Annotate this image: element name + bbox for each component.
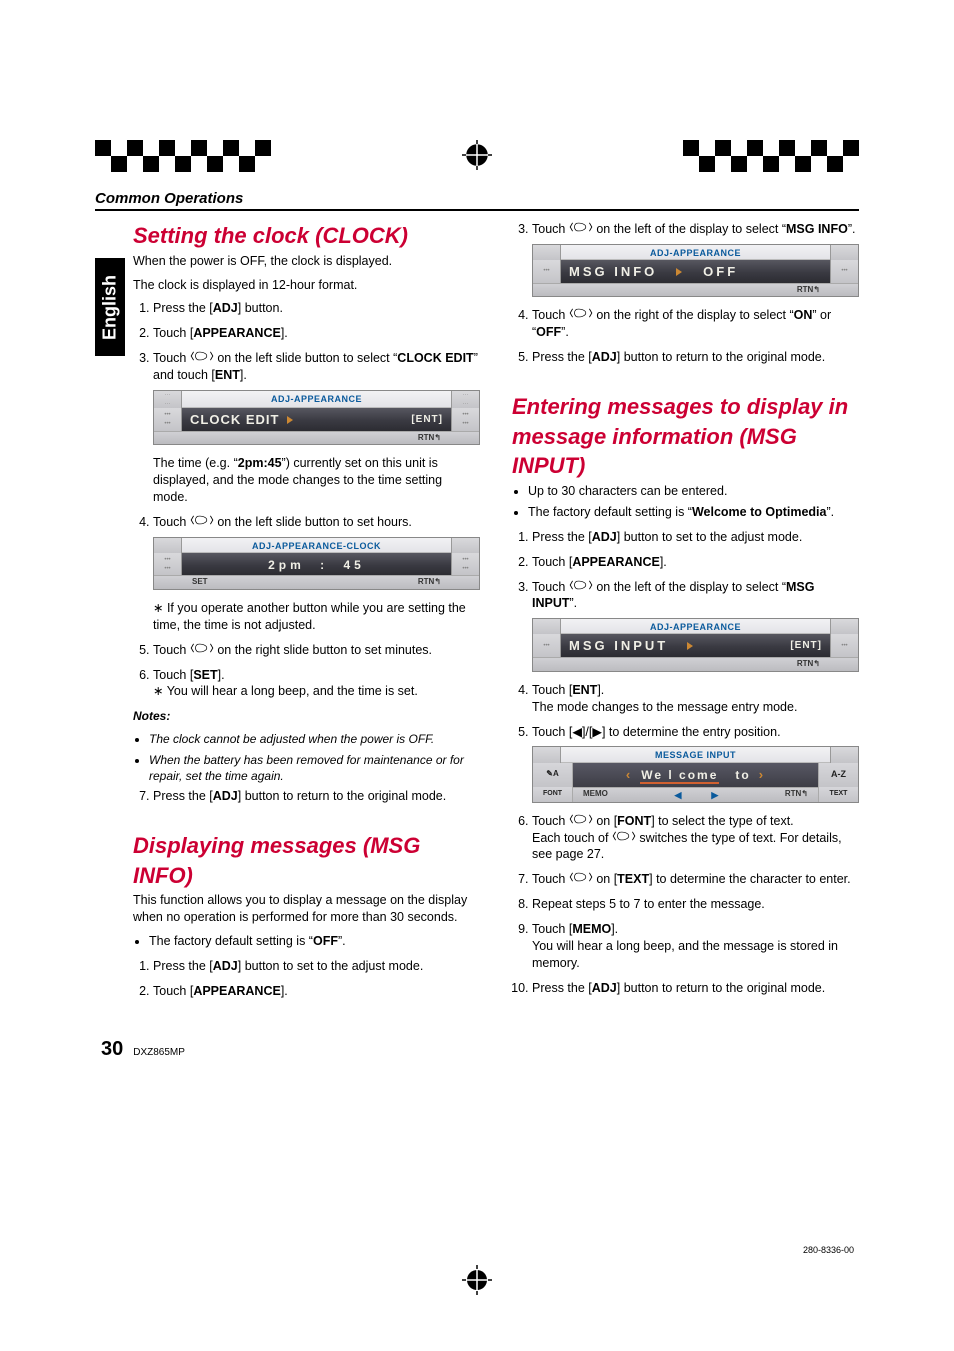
language-tab: English (95, 258, 125, 356)
lcd-clock-time: ADJ-APPEARANCE-CLOCK •••••• 2pm : 45 •••… (153, 537, 480, 590)
clock-step-6: Touch [SET]. You will hear a long beep, … (153, 667, 480, 701)
msg-info-default: The factory default setting is “OFF”. (133, 933, 480, 950)
msg-info-step-2: Touch [APPEARANCE]. (153, 983, 480, 1000)
msg-input-step-7: Touch on [TEXT] to determine the charact… (532, 871, 859, 888)
touch-slide-icon (569, 307, 593, 319)
left-registration-blocks (95, 140, 271, 156)
heading-msg-input: Entering messages to display in message … (512, 392, 859, 481)
section-rule (95, 209, 859, 211)
note-2: When the battery has been removed for ma… (149, 752, 480, 784)
page-number: 30 (101, 1038, 123, 1061)
section-header: Common Operations (95, 190, 859, 207)
msg-input-step-9: Touch [MEMO]. You will hear a long beep,… (532, 921, 859, 972)
clock-step-7: Press the [ADJ] button to return to the … (153, 788, 480, 805)
msg-input-step-2: Touch [APPEARANCE]. (532, 554, 859, 571)
msg-info-step-3: Touch on the left of the display to sele… (532, 221, 859, 297)
left-column: Setting the clock (CLOCK) When the power… (133, 221, 480, 1008)
right-column: Touch on the left of the display to sele… (512, 221, 859, 1008)
heading-msg-info: Displaying messages (MSG INFO) (133, 831, 480, 890)
heading-clock: Setting the clock (CLOCK) (133, 221, 480, 251)
touch-slide-icon (569, 221, 593, 233)
clock-steps-cont: Press the [ADJ] button to return to the … (133, 788, 480, 805)
msg-input-bullet-2: The factory default setting is “Welcome … (528, 504, 859, 521)
msg-input-bullets: Up to 30 characters can be entered. The … (512, 483, 859, 521)
msg-info-step-1: Press the [ADJ] button to set to the adj… (153, 958, 480, 975)
lcd-msg-input: ADJ-APPEARANCE ••• MSG INPUT [ENT] ••• (532, 618, 859, 671)
msg-info-intro: This function allows you to display a me… (133, 892, 480, 926)
msg-info-step-5: Press the [ADJ] button to return to the … (532, 349, 859, 366)
msg-input-step-6-after: Each touch of switches the type of text.… (532, 830, 859, 864)
msg-input-step-6: Touch on [FONT] to select the type of te… (532, 813, 859, 864)
touch-slide-icon (569, 813, 593, 825)
clock-step-2: Touch [APPEARANCE]. (153, 325, 480, 342)
touch-slide-icon (190, 350, 214, 362)
msg-input-step-10: Press the [ADJ] button to return to the … (532, 980, 859, 997)
clock-step-4: Touch on the left slide button to set ho… (153, 514, 480, 634)
msg-input-step-4: Touch [ENT]. The mode changes to the mes… (532, 682, 859, 716)
msg-input-step-8: Repeat steps 5 to 7 to enter the message… (532, 896, 859, 913)
notes-list: The clock cannot be adjusted when the po… (133, 731, 480, 784)
model-number: DXZ865MP (133, 1047, 185, 1058)
msg-info-steps-cont: Touch on the left of the display to sele… (512, 221, 859, 366)
clock-intro-2: The clock is displayed in 12-hour format… (133, 277, 480, 294)
right-registration-blocks (683, 140, 859, 156)
notes-heading: Notes: (133, 708, 480, 724)
msg-input-step-4-after: The mode changes to the message entry mo… (532, 699, 859, 716)
clock-steps: Press the [ADJ] button. Touch [APPEARANC… (133, 300, 480, 700)
touch-slide-icon (190, 642, 214, 654)
clock-step-4-note: If you operate another button while you … (153, 600, 480, 634)
lcd-message-input: MESSAGE INPUT ✎A ‹ We l come to › (532, 746, 859, 802)
touch-slide-icon (569, 871, 593, 883)
document-number: 280-8336-00 (803, 1245, 854, 1255)
touch-slide-icon (569, 579, 593, 591)
msg-input-step-9-after: You will hear a long beep, and the messa… (532, 938, 859, 972)
clock-step-1: Press the [ADJ] button. (153, 300, 480, 317)
msg-info-steps: Press the [ADJ] button to set to the adj… (133, 958, 480, 1000)
clock-step-3: Touch on the left slide button to select… (153, 350, 480, 506)
msg-input-bullet-1: Up to 30 characters can be entered. (528, 483, 859, 500)
msg-input-steps: Press the [ADJ] button to set to the adj… (512, 529, 859, 997)
msg-input-step-3: Touch on the left of the display to sele… (532, 579, 859, 672)
msg-input-step-5: Touch [◀]/[▶] to determine the entry pos… (532, 724, 859, 803)
page-footer: 30 DXZ865MP (101, 1038, 859, 1061)
clock-step-6-note: You will hear a long beep, and the time … (153, 683, 480, 700)
print-marks (0, 140, 954, 180)
msg-input-step-1: Press the [ADJ] button to set to the adj… (532, 529, 859, 546)
touch-slide-icon (612, 830, 636, 842)
note-1: The clock cannot be adjusted when the po… (149, 731, 480, 747)
clock-intro-1: When the power is OFF, the clock is disp… (133, 253, 480, 270)
lcd-msg-info: ADJ-APPEARANCE ••• MSG INFO OFF ••• (532, 244, 859, 297)
crosshair-bottom-icon (462, 1265, 492, 1295)
touch-slide-icon (190, 514, 214, 526)
clock-step-3-after: The time (e.g. “2pm:45”) currently set o… (153, 455, 480, 506)
crosshair-icon (462, 140, 492, 170)
lcd-clock-edit: ······ ADJ-APPEARANCE ······ •••••• CLOC… (153, 390, 480, 446)
msg-info-step-4: Touch on the right of the display to sel… (532, 307, 859, 341)
clock-step-5: Touch on the right slide button to set m… (153, 642, 480, 659)
